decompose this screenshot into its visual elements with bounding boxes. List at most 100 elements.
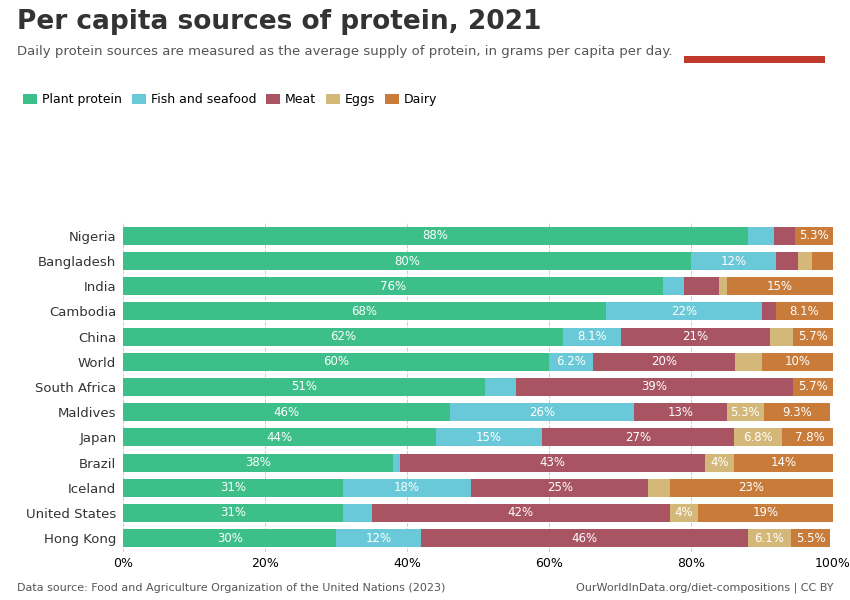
- Text: 5.7%: 5.7%: [798, 330, 828, 343]
- Text: 80%: 80%: [394, 254, 420, 268]
- Bar: [123, 277, 663, 295]
- Text: 26%: 26%: [529, 406, 555, 419]
- Text: 8.1%: 8.1%: [790, 305, 819, 318]
- Bar: [422, 529, 748, 547]
- Text: Daily protein sources are measured as the average supply of protein, in grams pe: Daily protein sources are measured as th…: [17, 45, 672, 58]
- Bar: [371, 504, 670, 522]
- Bar: [471, 479, 649, 497]
- Bar: [774, 227, 796, 245]
- Bar: [734, 428, 782, 446]
- Text: 10%: 10%: [785, 355, 811, 368]
- Text: 23%: 23%: [739, 481, 764, 494]
- Bar: [123, 504, 343, 522]
- Text: 20%: 20%: [651, 355, 677, 368]
- Text: Data source: Food and Agriculture Organization of the United Nations (2023): Data source: Food and Agriculture Organi…: [17, 583, 445, 593]
- Text: 42%: 42%: [507, 506, 534, 520]
- Bar: [670, 504, 698, 522]
- Text: 43%: 43%: [540, 456, 565, 469]
- Text: 14%: 14%: [770, 456, 796, 469]
- Text: 4%: 4%: [710, 456, 728, 469]
- Text: 18%: 18%: [394, 481, 420, 494]
- Bar: [549, 353, 593, 371]
- Text: 5.3%: 5.3%: [730, 406, 760, 419]
- Bar: [762, 353, 833, 371]
- Bar: [123, 378, 485, 396]
- Bar: [606, 302, 762, 320]
- Text: 76%: 76%: [380, 280, 406, 293]
- Text: Per capita sources of protein, 2021: Per capita sources of protein, 2021: [17, 9, 541, 35]
- Bar: [797, 252, 812, 270]
- Text: 31%: 31%: [220, 481, 246, 494]
- Bar: [564, 328, 620, 346]
- Text: 7.8%: 7.8%: [795, 431, 824, 444]
- Bar: [343, 479, 471, 497]
- Bar: [450, 403, 634, 421]
- Text: 51%: 51%: [292, 380, 317, 394]
- Bar: [593, 353, 735, 371]
- Text: 15%: 15%: [476, 431, 502, 444]
- Bar: [735, 353, 762, 371]
- Legend: Plant protein, Fish and seafood, Meat, Eggs, Dairy: Plant protein, Fish and seafood, Meat, E…: [23, 93, 437, 106]
- Bar: [336, 529, 422, 547]
- Text: 68%: 68%: [352, 305, 377, 318]
- Bar: [792, 378, 833, 396]
- Bar: [796, 227, 833, 245]
- Text: 12%: 12%: [721, 254, 746, 268]
- Text: 46%: 46%: [571, 532, 598, 545]
- Bar: [684, 56, 824, 63]
- Bar: [762, 302, 775, 320]
- Bar: [698, 504, 833, 522]
- Bar: [485, 378, 516, 396]
- Bar: [764, 403, 830, 421]
- Bar: [542, 428, 734, 446]
- Text: 88%: 88%: [422, 229, 449, 242]
- Text: 31%: 31%: [220, 506, 246, 520]
- Bar: [748, 529, 791, 547]
- Text: 4%: 4%: [675, 506, 694, 520]
- Text: in Data: in Data: [732, 40, 777, 50]
- Text: 6.1%: 6.1%: [755, 532, 785, 545]
- Bar: [706, 454, 734, 472]
- Bar: [663, 277, 684, 295]
- Text: 62%: 62%: [330, 330, 356, 343]
- Text: 27%: 27%: [625, 431, 651, 444]
- Bar: [792, 328, 833, 346]
- Text: 19%: 19%: [752, 506, 779, 520]
- Bar: [123, 252, 691, 270]
- Bar: [649, 479, 670, 497]
- Bar: [775, 302, 833, 320]
- Text: 60%: 60%: [323, 355, 349, 368]
- Text: 5.5%: 5.5%: [796, 532, 825, 545]
- Bar: [791, 529, 830, 547]
- Text: 44%: 44%: [266, 431, 292, 444]
- Text: 5.3%: 5.3%: [799, 229, 829, 242]
- Bar: [123, 227, 748, 245]
- Bar: [123, 454, 393, 472]
- Text: 39%: 39%: [641, 380, 667, 394]
- Bar: [620, 328, 770, 346]
- Text: 9.3%: 9.3%: [782, 406, 812, 419]
- Bar: [123, 479, 343, 497]
- Bar: [691, 252, 776, 270]
- Text: 46%: 46%: [274, 406, 299, 419]
- Bar: [123, 403, 450, 421]
- Bar: [684, 277, 719, 295]
- Text: 30%: 30%: [217, 532, 242, 545]
- Bar: [727, 277, 833, 295]
- Text: 22%: 22%: [671, 305, 697, 318]
- Bar: [748, 227, 774, 245]
- Text: OurWorldInData.org/diet-compositions | CC BY: OurWorldInData.org/diet-compositions | C…: [575, 582, 833, 593]
- Text: 8.1%: 8.1%: [577, 330, 607, 343]
- Bar: [343, 504, 371, 522]
- Text: 6.2%: 6.2%: [556, 355, 586, 368]
- Bar: [670, 479, 833, 497]
- Bar: [634, 403, 727, 421]
- Text: 21%: 21%: [683, 330, 708, 343]
- Text: 13%: 13%: [667, 406, 694, 419]
- Bar: [400, 454, 706, 472]
- Bar: [435, 428, 542, 446]
- Bar: [123, 302, 606, 320]
- Text: 5.7%: 5.7%: [798, 380, 828, 394]
- Bar: [770, 328, 792, 346]
- Bar: [812, 252, 833, 270]
